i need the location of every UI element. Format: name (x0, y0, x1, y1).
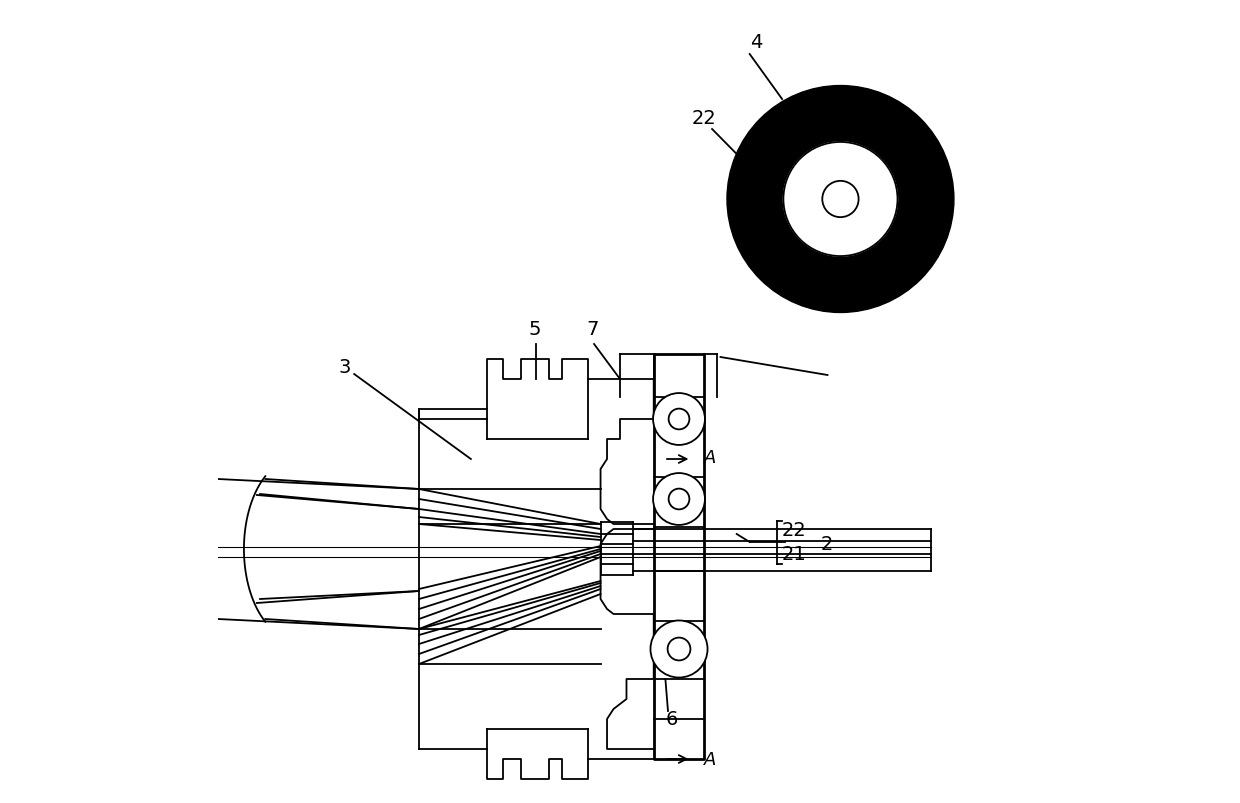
Circle shape (668, 489, 689, 510)
Circle shape (653, 474, 704, 525)
Text: 4: 4 (750, 32, 763, 51)
Text: 3: 3 (339, 358, 351, 377)
Circle shape (784, 143, 898, 257)
Text: 6: 6 (666, 710, 678, 728)
Circle shape (651, 621, 708, 678)
Circle shape (667, 638, 691, 661)
Text: A: A (704, 750, 717, 768)
Circle shape (668, 409, 689, 430)
Text: 7: 7 (587, 320, 599, 339)
Circle shape (727, 87, 954, 313)
Text: A: A (704, 448, 717, 467)
Text: 21: 21 (782, 544, 807, 564)
Text: 5: 5 (528, 320, 541, 339)
Circle shape (653, 393, 704, 446)
Circle shape (822, 181, 858, 218)
Text: 2: 2 (821, 535, 833, 554)
Text: 22: 22 (692, 108, 717, 128)
Text: 22: 22 (782, 520, 807, 539)
